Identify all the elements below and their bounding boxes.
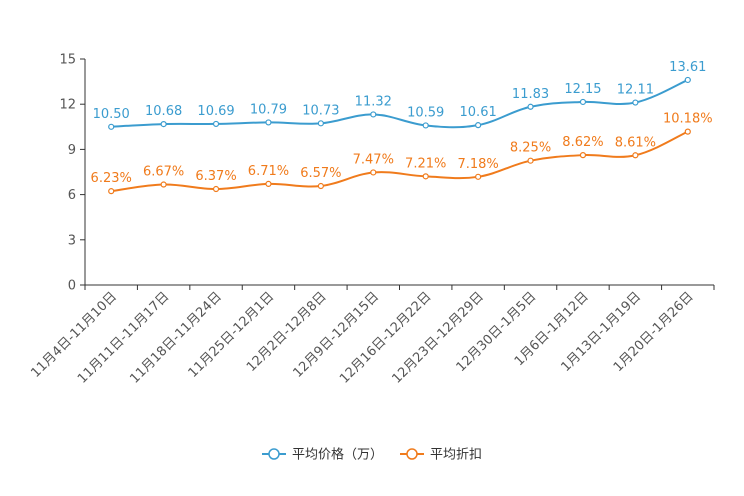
x-tick-label: 11月18日-11月24日 <box>127 289 224 386</box>
data-point <box>212 120 220 128</box>
data-point <box>632 99 639 106</box>
data-point <box>317 182 324 190</box>
data-point <box>212 185 220 193</box>
legend-item-avg-price: 平均价格（万） <box>262 447 383 463</box>
x-tick-label: 11月11日-11月17日 <box>75 289 172 386</box>
legend-item-avg-discount: 平均折扣 <box>400 448 482 463</box>
data-point <box>317 120 324 127</box>
data-label: 7.21% <box>405 156 446 171</box>
data-label: 12.15 <box>564 82 601 97</box>
data-label: 8.62% <box>562 135 603 150</box>
data-point <box>370 169 377 176</box>
series-line <box>111 130 689 193</box>
legend-swatch-marker <box>268 448 280 460</box>
data-label: 10.69 <box>197 104 234 119</box>
y-tick-label: 12 <box>59 98 76 113</box>
data-point <box>684 128 691 135</box>
data-label: 7.47% <box>353 152 394 167</box>
data-point <box>579 98 587 106</box>
data-label: 13.61 <box>669 60 706 75</box>
legend: 平均价格（万） 平均折扣 <box>262 447 482 463</box>
data-label: 11.32 <box>355 94 392 109</box>
data-label: 6.37% <box>195 169 236 184</box>
data-label: 11.83 <box>512 87 549 102</box>
legend-label: 平均价格（万） <box>292 447 383 463</box>
data-point <box>527 103 534 110</box>
data-label: 6.57% <box>300 166 341 181</box>
y-tick-label: 9 <box>68 143 76 158</box>
data-label: 10.68 <box>145 104 182 119</box>
y-tick-label: 6 <box>68 188 76 203</box>
data-point <box>475 122 482 129</box>
series-layer: 10.50 10.68 10.69 10.79 10.73 11.32 10.59 10.61… <box>91 60 713 195</box>
x-tick-label: 12月16日-12月22日 <box>337 289 434 386</box>
data-point <box>108 188 115 195</box>
series-avg-discount: 6.23% 6.67% 6.37% 6.71% 6.57% 7.47% 7.21% 7.18%… <box>91 112 713 195</box>
data-point <box>527 157 534 164</box>
data-point <box>422 173 429 180</box>
data-point <box>632 152 639 159</box>
data-point <box>265 119 272 126</box>
data-label: 12.11 <box>617 83 654 98</box>
data-label: 10.50 <box>93 107 130 122</box>
series-line <box>111 79 689 129</box>
x-tick-label: 12月23日-12月29日 <box>389 289 486 386</box>
x-tick-label: 11月4日-11月10日 <box>28 289 120 381</box>
y-tick-label: 0 <box>68 279 76 294</box>
data-point <box>579 152 587 159</box>
y-tick-label: 15 <box>59 53 76 68</box>
series-avg-price: 10.50 10.68 10.69 10.79 10.73 11.32 10.59 10.61… <box>93 60 706 130</box>
data-point <box>370 111 377 118</box>
x-axis: 11月4日-11月10日11月11日-11月17日11月18日-11月24日11… <box>28 284 715 387</box>
data-label: 10.59 <box>407 105 444 120</box>
data-point <box>160 181 167 188</box>
legend-swatch-marker <box>406 448 418 460</box>
data-label: 6.67% <box>143 165 184 180</box>
data-point <box>475 173 482 180</box>
data-label: 6.23% <box>91 171 132 186</box>
data-label: 10.18% <box>663 112 713 127</box>
data-label: 10.79 <box>250 102 287 117</box>
data-label: 6.71% <box>248 164 289 179</box>
data-label: 10.61 <box>460 105 497 120</box>
data-label: 7.18% <box>457 157 498 172</box>
data-label: 10.73 <box>302 103 339 118</box>
data-label: 8.25% <box>510 141 551 156</box>
data-point <box>265 180 272 188</box>
y-tick-label: 3 <box>68 233 76 248</box>
legend-label: 平均折扣 <box>430 448 482 463</box>
data-label: 8.61% <box>615 135 656 150</box>
data-point <box>422 122 429 129</box>
data-point <box>684 76 691 84</box>
data-point <box>160 120 167 128</box>
data-point <box>108 123 115 130</box>
y-axis: 0 3 6 9 12 15 <box>59 53 86 294</box>
